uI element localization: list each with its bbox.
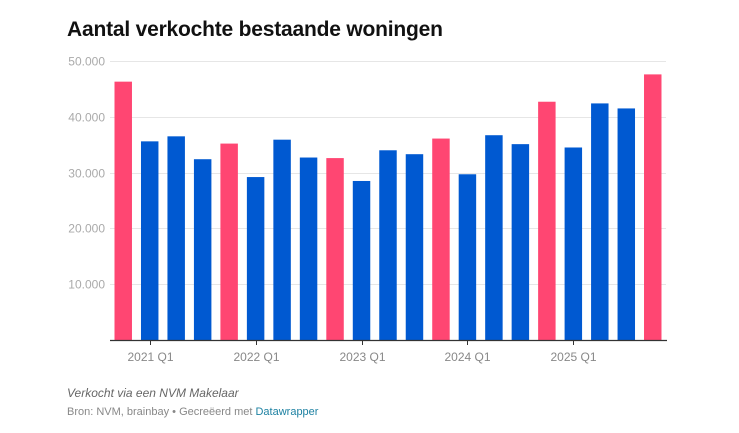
bar-2022-q4: 2022 Q4: 32600 (326, 158, 344, 340)
bar-2023-q4: 2023 Q4: 36100 (432, 138, 450, 340)
bar-2025-q3: 2025 Q3: 41500 (617, 108, 636, 341)
y-tick-label: 30.000 (68, 167, 105, 181)
bar-2025-q2: 2025 Q2: 42400 (591, 103, 609, 340)
x-tick-label: 2024 Q1 (444, 350, 490, 364)
bar-2024-q3: 2024 Q3: 35100 (511, 144, 530, 340)
x-tick-label: 2022 Q1 (233, 350, 279, 364)
bar-2022-q2: 2022 Q2: 35900 (273, 139, 291, 340)
chart-notes: Verkocht via een NVM Makelaar (67, 386, 239, 400)
bar-2021-q1: 2021 Q1: 35600 (140, 141, 159, 340)
bar-2025-q1: 2025 Q1: 34500 (564, 147, 583, 340)
y-tick-label: 20.000 (68, 222, 105, 236)
chart-title: Aantal verkochte bestaande woningen (67, 18, 443, 41)
bar-2023-q3: 2023 Q3: 33300 (405, 154, 424, 340)
bar-2022-q3: 2022 Q3: 32700 (299, 157, 318, 340)
x-tick-label: 2025 Q1 (550, 350, 596, 364)
bar-2024-q1: 2024 Q1: 29700 (458, 174, 477, 340)
y-axis-labels: 10.000 20.000 30.000 40.000 50.000 (68, 55, 105, 292)
source-text: Bron: NVM, brainbay • Gecreëerd met (67, 406, 256, 418)
bar-2020-q4: 2020 Q4: 46300 (114, 81, 132, 341)
x-axis: 2021 Q1 2022 Q1 2023 Q1 2024 Q1 2025 Q1 (110, 339, 667, 364)
bar-2021-q3: 2021 Q3: 32400 (193, 159, 212, 340)
bar-2023-q1: 2023 Q1: 28500 (352, 180, 371, 340)
bars: 2020 Q4: 46300 2021 Q1: 35600 2021 Q2: 365… (114, 74, 662, 341)
bar-2022-q1: 2022 Q1: 29200 (246, 177, 265, 340)
y-tick-label: 10.000 (68, 278, 105, 292)
bar-2021-q4: 2021 Q4: 35200 (220, 143, 238, 340)
chart-source: Bron: NVM, brainbay • Gecreëerd met Data… (67, 406, 318, 418)
bar-2025-q4: 2025 Q4: 47600 (644, 74, 662, 340)
y-tick-label: 50.000 (68, 55, 105, 69)
datawrapper-link[interactable]: Datawrapper (255, 406, 319, 418)
x-tick-label: 2023 Q1 (339, 350, 385, 364)
bar-2024-q2: 2024 Q2: 36700 (485, 135, 503, 340)
bar-2023-q2: 2023 Q2: 34000 (379, 150, 397, 340)
bar-2021-q2: 2021 Q2: 36500 (167, 136, 185, 340)
y-tick-label: 40.000 (68, 111, 105, 125)
bar-2024-q4: 2024 Q4: 42700 (538, 101, 556, 340)
x-tick-label: 2021 Q1 (127, 350, 173, 364)
